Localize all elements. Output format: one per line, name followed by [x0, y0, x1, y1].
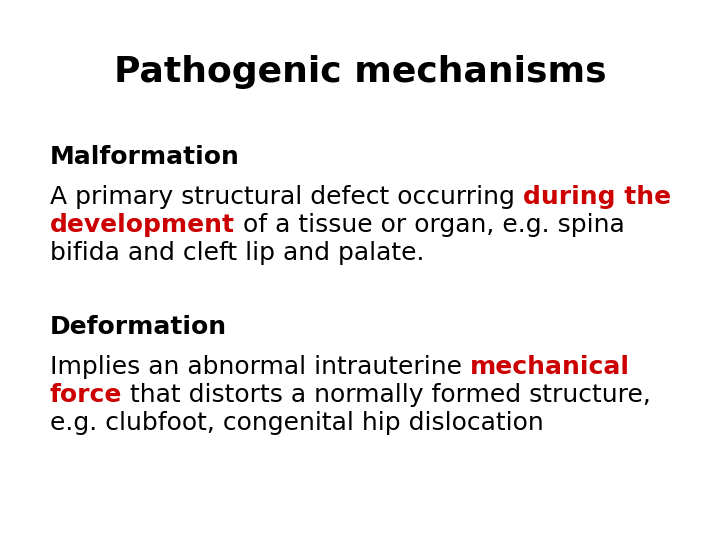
Text: during the: during the: [523, 185, 671, 209]
Text: Implies an abnormal intrauterine: Implies an abnormal intrauterine: [50, 355, 470, 379]
Text: e.g. clubfoot, congenital hip dislocation: e.g. clubfoot, congenital hip dislocatio…: [50, 411, 544, 435]
Text: Deformation: Deformation: [50, 315, 227, 339]
Text: A primary structural defect occurring: A primary structural defect occurring: [50, 185, 523, 209]
Text: bifida and cleft lip and palate.: bifida and cleft lip and palate.: [50, 241, 425, 265]
Text: mechanical: mechanical: [470, 355, 630, 379]
Text: Malformation: Malformation: [50, 145, 240, 169]
Text: Pathogenic mechanisms: Pathogenic mechanisms: [114, 55, 606, 89]
Text: of a tissue or organ, e.g. spina: of a tissue or organ, e.g. spina: [235, 213, 625, 237]
Text: development: development: [50, 213, 235, 237]
Text: force: force: [50, 383, 122, 407]
Text: that distorts a normally formed structure,: that distorts a normally formed structur…: [122, 383, 652, 407]
